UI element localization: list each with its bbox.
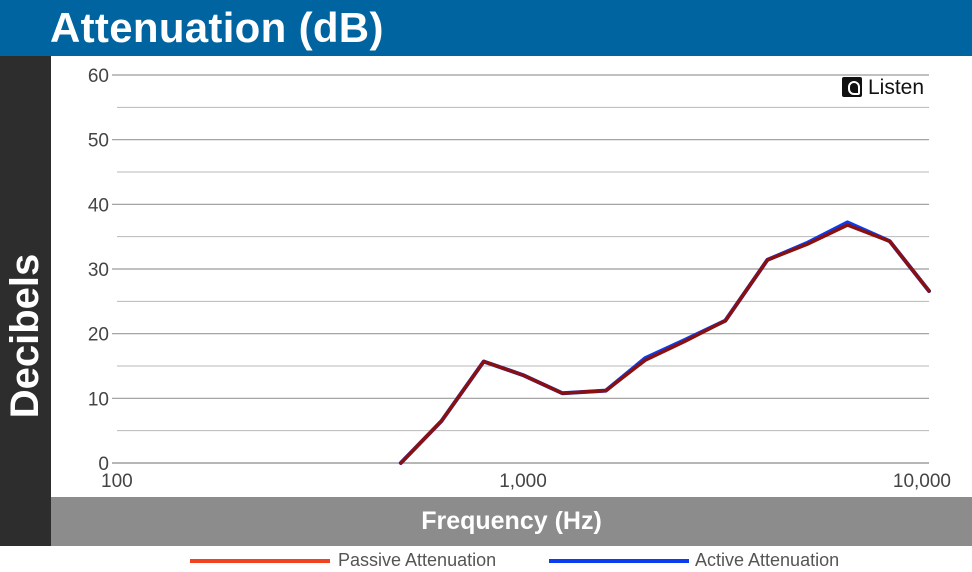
series-lines [398,220,931,465]
y-tick-label: 0 [98,454,109,475]
listen-logo-icon [842,77,862,97]
legend-swatch-active [549,559,689,563]
title-bar: Attenuation (dB) [0,0,972,56]
x-tick-label: 100 [101,471,133,492]
chart-plot-area: 0 10 20 30 40 50 60 100 1,000 10,000 [88,66,951,492]
legend-swatch-passive [190,559,330,563]
y-axis-label-bar: Decibels [0,56,51,546]
y-tick-label: 60 [88,66,109,87]
chart-title: Attenuation (dB) [50,4,384,51]
y-tick-label: 40 [88,195,109,216]
series-line-passive-attenuation [399,223,931,465]
x-axis-label-bar: Frequency (Hz) [51,497,972,546]
y-tick-label: 30 [88,260,109,281]
y-axis-label: Decibels [3,253,47,419]
y-tick-label: 50 [88,131,109,152]
y-tick-label: 20 [88,325,109,346]
y-tick-label: 10 [88,389,109,410]
tick-labels: 0 10 20 30 40 50 60 100 1,000 10,000 [88,66,951,492]
gridlines [112,74,929,464]
legend: Passive Attenuation Active Attenuation [0,549,972,572]
legend-label-active: Active Attenuation [695,550,840,570]
x-tick-label: 1,000 [499,471,547,492]
series-line-active-attenuation [398,220,931,465]
legend-label-passive: Passive Attenuation [338,550,497,570]
logo-text: Listen [868,76,925,99]
x-axis-label: Frequency (Hz) [421,507,602,535]
x-tick-label: 10,000 [893,471,951,492]
